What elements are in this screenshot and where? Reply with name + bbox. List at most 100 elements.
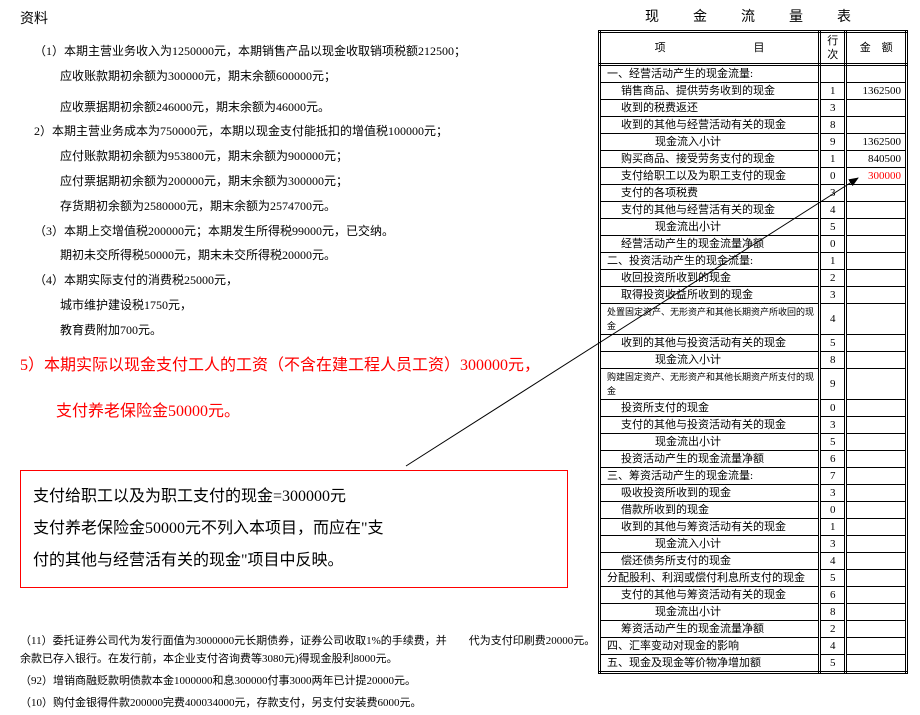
row-cell: 0 xyxy=(820,236,846,253)
item-cell: 支付的其他与经营活有关的现金 xyxy=(600,202,820,219)
item-cell: 取得投资收益所收到的现金 xyxy=(600,287,820,304)
amount-cell xyxy=(846,502,907,519)
para-11: 城市维护建设税1750元， xyxy=(20,294,600,317)
row-cell: 1 xyxy=(820,151,846,168)
amount-cell xyxy=(846,253,907,270)
item-cell: 偿还债务所支付的现金 xyxy=(600,553,820,570)
item-cell: 筹资活动产生的现金流量净额 xyxy=(600,621,820,638)
amount-cell xyxy=(846,352,907,369)
amount-cell xyxy=(846,570,907,587)
hdr-row: 行次 xyxy=(820,32,846,65)
table-row: 支付的其他与经营活有关的现金4 xyxy=(600,202,907,219)
table-row: 吸收投资所收到的现金3 xyxy=(600,485,907,502)
row-cell: 4 xyxy=(820,304,846,335)
item-cell: 现金流出小计 xyxy=(600,434,820,451)
item-cell: 一、经营活动产生的现金流量: xyxy=(600,65,820,83)
amount-cell xyxy=(846,369,907,400)
table-row: 偿还债务所支付的现金4 xyxy=(600,553,907,570)
item-cell: 经营活动产生的现金流量净额 xyxy=(600,236,820,253)
item-cell: 五、现金及现金等价物净增加额 xyxy=(600,655,820,673)
para-2: 应收账款期初余额为300000元，期末余额600000元； xyxy=(20,65,600,88)
row-cell xyxy=(820,65,846,83)
box-line-1: 支付给职工以及为职工支付的现金=300000元 xyxy=(33,481,555,513)
amount-cell: 300000 xyxy=(846,168,907,185)
row-cell: 3 xyxy=(820,417,846,434)
para-5: 应付账款期初余额为953800元，期末余额为900000元； xyxy=(20,145,600,168)
amount-cell xyxy=(846,553,907,570)
amount-cell xyxy=(846,236,907,253)
para-1: （1）本期主营业务收入为1250000元，本期销售产品以现金收取销项税额2125… xyxy=(20,40,600,63)
table-row: 二、投资活动产生的现金流量:1 xyxy=(600,253,907,270)
table-row: 借款所收到的现金0 xyxy=(600,502,907,519)
table-row: 三、筹资活动产生的现金流量:7 xyxy=(600,468,907,485)
row-cell: 4 xyxy=(820,202,846,219)
item-cell: 现金流出小计 xyxy=(600,604,820,621)
row-cell: 1 xyxy=(820,519,846,536)
table-row: 现金流出小计5 xyxy=(600,219,907,236)
item-cell: 购建固定资产、无形资产和其他长期资产所支付的现金 xyxy=(600,369,820,400)
amount-cell xyxy=(846,485,907,502)
item-cell: 借款所收到的现金 xyxy=(600,502,820,519)
para-8: （3）本期上交增值税200000元；本期发生所得税99000元，已交纳。 xyxy=(20,220,600,243)
item-cell: 收回投资所收到的现金 xyxy=(600,270,820,287)
row-cell: 8 xyxy=(820,117,846,134)
row-cell: 3 xyxy=(820,485,846,502)
row-cell: 1 xyxy=(820,253,846,270)
red-highlight-1: 5）本期实际以现金支付工人的工资（不含在建工程人员工资）300000元， xyxy=(20,350,600,382)
left-column: 资料 （1）本期主营业务收入为1250000元，本期销售产品以现金收取销项税额2… xyxy=(20,8,600,715)
table-row: 现金流入小计91362500 xyxy=(600,134,907,151)
amount-cell: 840500 xyxy=(846,151,907,168)
amount-cell xyxy=(846,304,907,335)
row-cell: 9 xyxy=(820,134,846,151)
row-cell: 4 xyxy=(820,638,846,655)
red-text-1: 5）本期实际以现金支付工人的工资（不含在建工程人员工资）300000元， xyxy=(20,357,540,374)
item-cell: 三、筹资活动产生的现金流量: xyxy=(600,468,820,485)
item-cell: 支付的其他与筹资活动有关的现金 xyxy=(600,587,820,604)
table-row: 购建固定资产、无形资产和其他长期资产所支付的现金9 xyxy=(600,369,907,400)
row-cell: 6 xyxy=(820,587,846,604)
item-cell: 现金流入小计 xyxy=(600,134,820,151)
item-cell: 四、汇率变动对现金的影响 xyxy=(600,638,820,655)
row-cell: 5 xyxy=(820,219,846,236)
row-cell: 8 xyxy=(820,604,846,621)
item-cell: 收到的其他与投资活动有关的现金 xyxy=(600,335,820,352)
box-line-2a: 支付养老保险金50000元不列入本项目，而应在"支 xyxy=(33,513,555,545)
table-row: 经营活动产生的现金流量净额0 xyxy=(600,236,907,253)
item-cell: 收到的税费返还 xyxy=(600,100,820,117)
table-row: 一、经营活动产生的现金流量: xyxy=(600,65,907,83)
footnotes: （11）委托证券公司代为发行面值为3000000元长期债券，证券公司收取1%的手… xyxy=(20,632,600,713)
section-title: 资料 xyxy=(20,8,600,28)
row-cell: 5 xyxy=(820,434,846,451)
amount-cell xyxy=(846,451,907,468)
table-row: 购买商品、接受劳务支付的现金1840500 xyxy=(600,151,907,168)
para-6: 应付票据期初余额为200000元，期末余额为300000元； xyxy=(20,170,600,193)
amount-cell: 1362500 xyxy=(846,134,907,151)
callout-box: 支付给职工以及为职工支付的现金=300000元 支付养老保险金50000元不列入… xyxy=(20,470,568,588)
item-cell: 处置固定资产、无形资产和其他长期资产所收回的现金 xyxy=(600,304,820,335)
table-row: 五、现金及现金等价物净增加额5 xyxy=(600,655,907,673)
right-column: 现 金 流 量 表 项 目 行次 金 额 一、经营活动产生的现金流量:销售商品、… xyxy=(598,6,908,674)
table-row: 现金流入小计8 xyxy=(600,352,907,369)
para-12: 教育费附加700元。 xyxy=(20,319,600,342)
row-cell: 3 xyxy=(820,100,846,117)
row-cell: 5 xyxy=(820,570,846,587)
item-cell: 投资所支付的现金 xyxy=(600,400,820,417)
para-9: 期初未交所得税50000元，期末未交所得税20000元。 xyxy=(20,244,600,267)
row-cell: 4 xyxy=(820,553,846,570)
table-row: 分配股利、利润或偿付利息所支付的现金5 xyxy=(600,570,907,587)
para-7: 存货期初余额为2580000元，期末余额为2574700元。 xyxy=(20,195,600,218)
row-cell: 3 xyxy=(820,287,846,304)
para-10: （4）本期实际支付的消费税25000元， xyxy=(20,269,600,292)
item-cell: 投资活动产生的现金流量净额 xyxy=(600,451,820,468)
row-cell: 0 xyxy=(820,400,846,417)
amount-cell xyxy=(846,417,907,434)
table-row: 筹资活动产生的现金流量净额2 xyxy=(600,621,907,638)
hdr-amt: 金 额 xyxy=(846,32,907,65)
footnote-11: （11）委托证券公司代为发行面值为3000000元长期债券，证券公司收取1%的手… xyxy=(20,632,600,669)
row-cell: 5 xyxy=(820,335,846,352)
amount-cell xyxy=(846,117,907,134)
table-row: 收回投资所收到的现金2 xyxy=(600,270,907,287)
para-4: 2）本期主营业务成本为750000元，本期以现金支付能抵扣的增值税100000元… xyxy=(20,120,600,143)
cashflow-table: 项 目 行次 金 额 一、经营活动产生的现金流量:销售商品、提供劳务收到的现金1… xyxy=(598,30,908,674)
table-row: 投资活动产生的现金流量净额6 xyxy=(600,451,907,468)
